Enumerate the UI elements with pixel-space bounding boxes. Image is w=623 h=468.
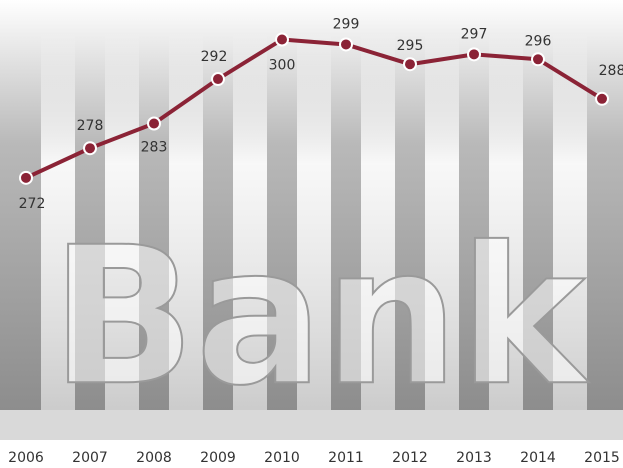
decor-column	[297, 30, 331, 410]
x-tick-label: 2013	[456, 450, 492, 466]
data-label: 272	[19, 196, 46, 212]
point	[595, 91, 609, 106]
background-text: Bank	[51, 206, 589, 427]
decor-column	[41, 30, 75, 410]
point	[531, 52, 545, 67]
x-tick-label: 2011	[328, 450, 364, 466]
decor-columns	[41, 30, 587, 410]
point	[467, 47, 481, 62]
decor-column	[361, 30, 395, 410]
decor-column	[425, 30, 459, 410]
x-tick-label: 2008	[136, 450, 172, 466]
data-label: 288	[599, 63, 623, 79]
x-tick-label: 2010	[264, 450, 300, 466]
data-label: 295	[397, 38, 424, 54]
data-label: 296	[525, 33, 552, 49]
background-strip	[0, 410, 623, 440]
point	[83, 141, 97, 156]
point	[339, 37, 353, 52]
data-label: 300	[269, 58, 296, 74]
data-label: 299	[333, 16, 360, 32]
data-label: 283	[141, 139, 168, 155]
data-label: 297	[461, 26, 488, 42]
data-label: 278	[77, 118, 104, 134]
point	[275, 32, 289, 47]
x-tick-label: 2015	[584, 450, 620, 466]
x-tick-label: 2009	[200, 450, 236, 466]
data-label: 292	[201, 49, 228, 65]
point	[19, 170, 33, 185]
decor-column	[489, 30, 523, 410]
x-tick-label: 2012	[392, 450, 428, 466]
point	[403, 57, 417, 72]
decor-column	[233, 30, 267, 410]
line	[25, 37, 604, 180]
x-tick-label: 2006	[8, 450, 44, 466]
decor-column	[105, 30, 139, 410]
point	[147, 116, 161, 131]
x-tick-label: 2014	[520, 450, 556, 466]
x-tick-label: 2007	[72, 450, 108, 466]
point	[211, 72, 225, 87]
decor-column	[553, 30, 587, 410]
